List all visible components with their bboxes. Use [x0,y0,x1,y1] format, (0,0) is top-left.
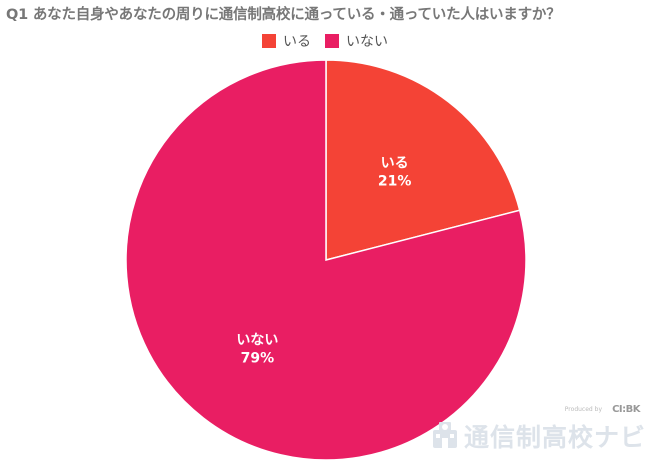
pie-slice-value-1: 79% [241,350,275,366]
legend-label-iru: いる [283,34,311,50]
pie-slice-0[interactable] [325,59,521,261]
legend-swatch-iru [262,34,276,48]
legend-item-iru[interactable]: いる [262,31,311,51]
legend: いる いない [0,31,650,51]
legend-item-inai[interactable]: いない [325,31,388,51]
logo-produced-by: Produced by [564,406,602,413]
pie-slice-value-0: 21% [378,174,412,190]
legend-label-inai: いない [346,34,388,50]
pie-slice-label-0: いる [381,156,409,172]
site-logo: Produced by CI:BK 通信制高校ナビ [430,404,645,456]
pie-slices [125,59,527,461]
legend-swatch-inai [325,34,339,48]
logo-brand: CI:BK [612,404,640,415]
pie-slice-1[interactable] [125,59,527,461]
pie-slice-label-1: いない [236,332,278,348]
school-building-icon [433,422,457,448]
pie-labels: いる 21% いない 79% [236,156,411,367]
chart-title: Q1 あなた自身やあなたの周りに通信制高校に通っている・通っていた人はいますか？ [6,7,561,23]
logo-text: 通信制高校ナビ [464,423,647,452]
